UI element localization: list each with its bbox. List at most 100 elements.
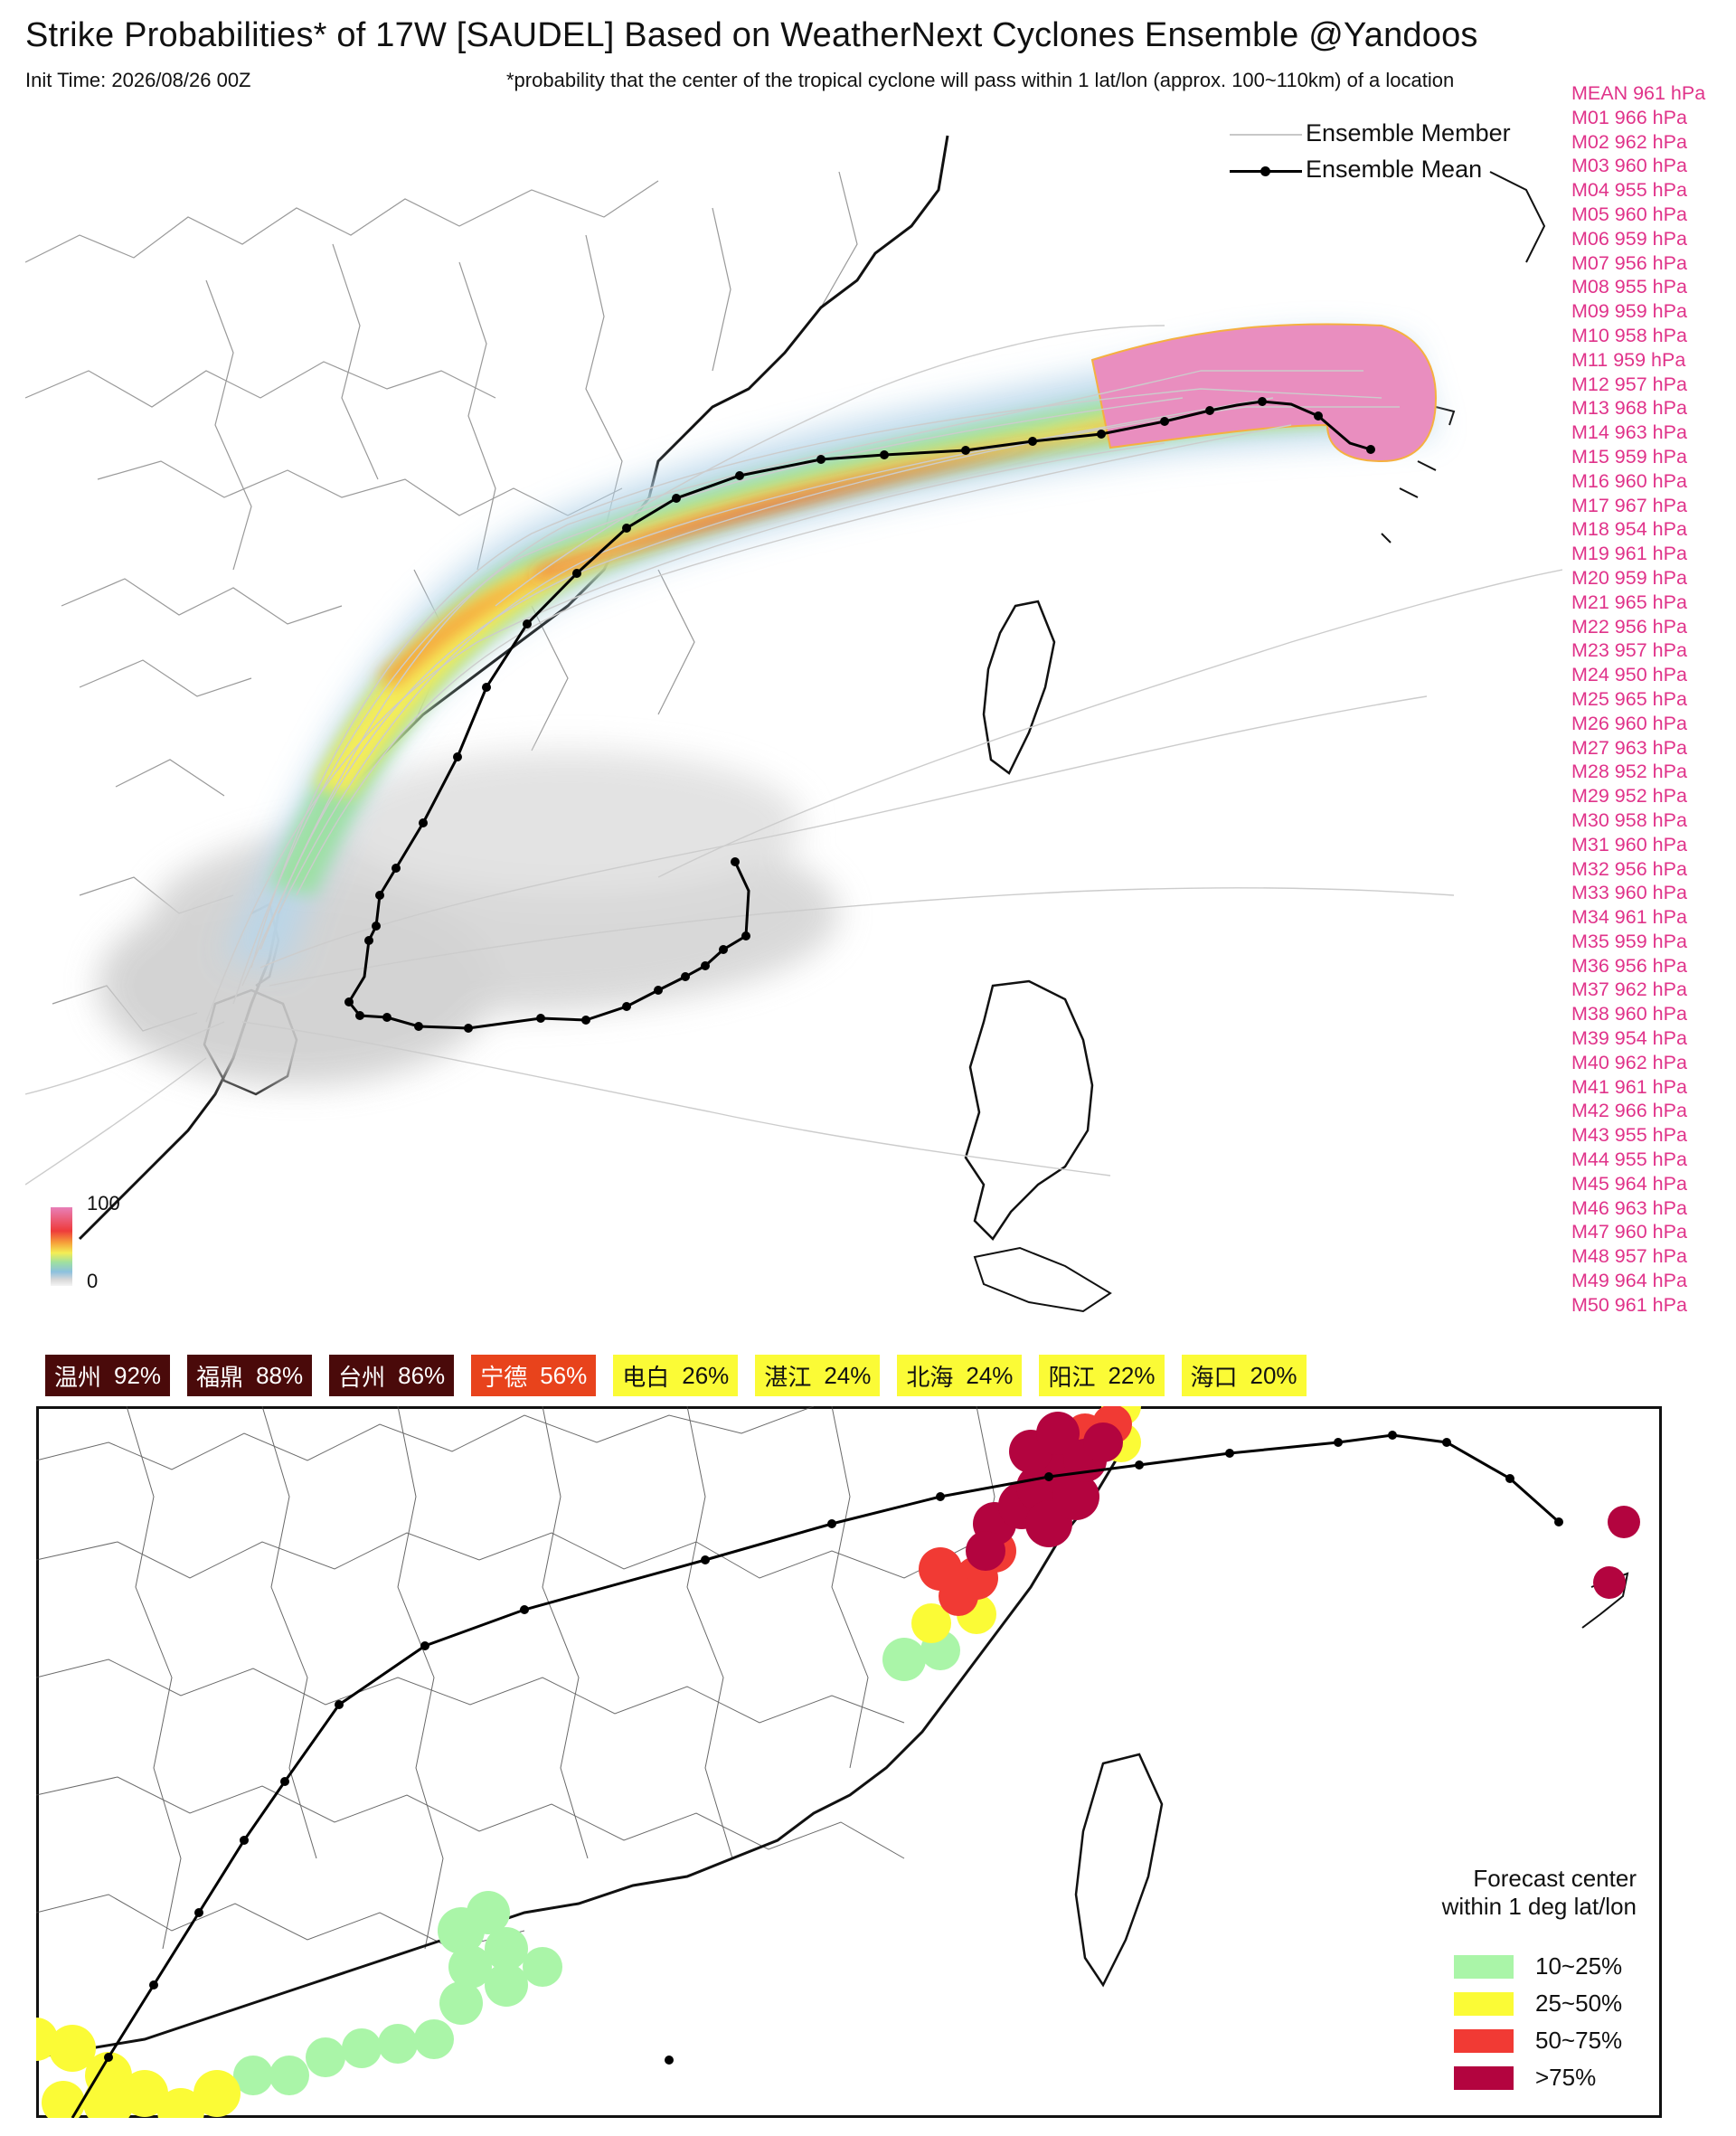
ensemble-member-pressure: M43 955 hPa [1571, 1124, 1687, 1147]
zone-label: 10~25% [1535, 1952, 1623, 1980]
ensemble-member-pressure: M30 958 hPa [1571, 808, 1687, 831]
ensemble-member-pressure: M22 956 hPa [1571, 615, 1687, 638]
strike-probability-map [25, 135, 1562, 1313]
ensemble-mean-track [344, 397, 1375, 1033]
ensemble-member-pressure: M44 955 hPa [1571, 1148, 1687, 1171]
ensemble-member-pressure: M27 963 hPa [1571, 736, 1687, 759]
probability-zones [36, 1406, 1640, 2118]
ensemble-member-pressure: M45 964 hPa [1571, 1172, 1687, 1195]
taiwan-island [982, 600, 1056, 775]
city-probability-badge: 湛江 24% [755, 1355, 881, 1396]
city-probability-badge: 温州 92% [45, 1355, 171, 1396]
ensemble-member-pressure: M13 968 hPa [1571, 397, 1687, 420]
zone-legend-header: Forecast center within 1 deg lat/lon [1374, 1865, 1637, 1921]
zone-legend-item: 10~25% [1374, 1948, 1637, 1985]
ensemble-member-pressure: M36 956 hPa [1571, 954, 1687, 977]
admin-boundaries [36, 1406, 995, 1950]
probability-colorbar [51, 1207, 72, 1286]
city-probability-badge: 宁德 56% [471, 1355, 597, 1396]
city-probability: 24% [966, 1361, 1014, 1389]
city-probability: 56% [540, 1361, 588, 1389]
city-probability-badge: 阳江 22% [1039, 1355, 1165, 1396]
ensemble-member-pressure: M20 959 hPa [1571, 566, 1687, 589]
ensemble-member-pressure: M40 962 hPa [1571, 1051, 1687, 1073]
ensemble-member-pressure: M08 955 hPa [1571, 276, 1687, 298]
ensemble-member-pressure: M29 952 hPa [1571, 785, 1687, 808]
zone-legend-items: 10~25% 25~50% 50~75% >75% [1374, 1948, 1637, 2096]
ensemble-member-pressure: M07 956 hPa [1571, 251, 1687, 274]
ensemble-member-pressure: M50 961 hPa [1571, 1293, 1687, 1316]
ensemble-member-pressure: M47 960 hPa [1571, 1221, 1687, 1243]
legend-member-label: Ensemble Member [1306, 119, 1511, 146]
ensemble-member-tracks [25, 325, 1562, 1186]
ensemble-member-pressure: M34 961 hPa [1571, 906, 1687, 929]
ensemble-member-pressure: M42 966 hPa [1571, 1100, 1687, 1122]
ensemble-member-pressure: M32 956 hPa [1571, 857, 1687, 880]
ensemble-member-pressure: M15 959 hPa [1571, 445, 1687, 468]
ensemble-member-pressure: M38 960 hPa [1571, 1003, 1687, 1025]
ensemble-member-pressure: M09 959 hPa [1571, 300, 1687, 323]
mean-dot-icon [1260, 166, 1270, 176]
ensemble-member-pressure: M26 960 hPa [1571, 712, 1687, 734]
city-probability: 92% [114, 1361, 162, 1389]
city-probability-badge: 电白 26% [613, 1355, 739, 1396]
zone-probability-map [36, 1406, 1662, 2118]
city-probability: 22% [1108, 1361, 1156, 1389]
mean-line-swatch [1230, 166, 1302, 176]
zone-legend-item: >75% [1374, 2059, 1637, 2096]
city-name: 北海 [906, 1363, 954, 1391]
zone-color-swatch [1454, 1991, 1514, 2016]
init-time: Init Time: 2026/08/26 00Z [25, 69, 251, 91]
ensemble-member-pressure: M31 960 hPa [1571, 833, 1687, 855]
mean-track-zoomed [71, 1431, 1563, 2118]
ensemble-member-pressure: M33 960 hPa [1571, 882, 1687, 904]
ensemble-member-pressure: M28 952 hPa [1571, 761, 1687, 783]
ensemble-member-pressure: M14 963 hPa [1571, 421, 1687, 444]
city-probability-badges: 温州 92% 福鼎 88% 台州 86% 宁德 56% 电白 26% 湛江 24% 北海 24% 阳江 22%… [45, 1355, 1307, 1396]
zone-legend: Forecast center within 1 deg lat/lon 10~… [1374, 1865, 1637, 2096]
city-name: 福鼎 [196, 1363, 244, 1391]
zone-label: 50~75% [1535, 2027, 1623, 2054]
zone-legend-item: 50~75% [1374, 2022, 1637, 2059]
city-probability: 86% [398, 1361, 446, 1389]
ensemble-member-pressure: M35 959 hPa [1571, 930, 1687, 952]
city-probability: 26% [682, 1361, 730, 1389]
city-name: 宁德 [480, 1363, 528, 1391]
ensemble-member-pressure: M06 959 hPa [1571, 227, 1687, 250]
city-probability: 88% [256, 1361, 304, 1389]
zone-label: >75% [1535, 2064, 1597, 2091]
ensemble-member-pressure: M05 960 hPa [1571, 203, 1687, 225]
city-probability-badge: 北海 24% [897, 1355, 1023, 1396]
ensemble-member-pressure: M16 960 hPa [1571, 469, 1687, 492]
ensemble-member-pressure: M48 957 hPa [1571, 1245, 1687, 1268]
ensemble-member-pressure: M18 954 hPa [1571, 518, 1687, 541]
ensemble-member-pressure: M17 967 hPa [1571, 494, 1687, 516]
ensemble-member-pressure: M49 964 hPa [1571, 1270, 1687, 1292]
colorbar-min-label: 0 [87, 1270, 99, 1292]
zone-legend-header-line2: within 1 deg lat/lon [1441, 1893, 1637, 1920]
ensemble-member-pressure: M23 957 hPa [1571, 639, 1687, 662]
ensemble-member-pressure: M25 965 hPa [1571, 687, 1687, 710]
ensemble-member-pressure: M24 950 hPa [1571, 664, 1687, 686]
ensemble-member-pressure: M10 958 hPa [1571, 324, 1687, 346]
ensemble-member-pressure: M21 965 hPa [1571, 591, 1687, 613]
city-name: 阳江 [1048, 1363, 1096, 1391]
city-name: 海口 [1190, 1363, 1238, 1391]
city-name: 电白 [622, 1363, 670, 1391]
zone-color-swatch [1454, 2065, 1514, 2090]
zone-label: 25~50% [1535, 1990, 1623, 2017]
city-probability-badge: 台州 86% [329, 1355, 455, 1396]
ensemble-member-pressure: M04 955 hPa [1571, 179, 1687, 202]
ensemble-member-pressure: M39 954 hPa [1571, 1027, 1687, 1050]
ensemble-pressure-list: MEAN 961 hPa M01 966 hPa M02 962 hPa M03 96… [1571, 81, 1734, 1318]
city-probability: 24% [824, 1361, 872, 1389]
zone-color-swatch [1454, 1954, 1514, 1979]
ensemble-member-pressure: M01 966 hPa [1571, 106, 1687, 128]
ensemble-member-pressure: M41 961 hPa [1571, 1075, 1687, 1098]
city-name: 温州 [54, 1363, 102, 1391]
probability-swath [224, 323, 1438, 968]
kyushu-coast [1489, 171, 1546, 263]
map-title: Strike Probabilities* of 17W [SAUDEL] Ba… [25, 16, 1478, 54]
ensemble-member-pressure: M12 957 hPa [1571, 373, 1687, 395]
legend-mean-label: Ensemble Mean [1306, 156, 1483, 183]
